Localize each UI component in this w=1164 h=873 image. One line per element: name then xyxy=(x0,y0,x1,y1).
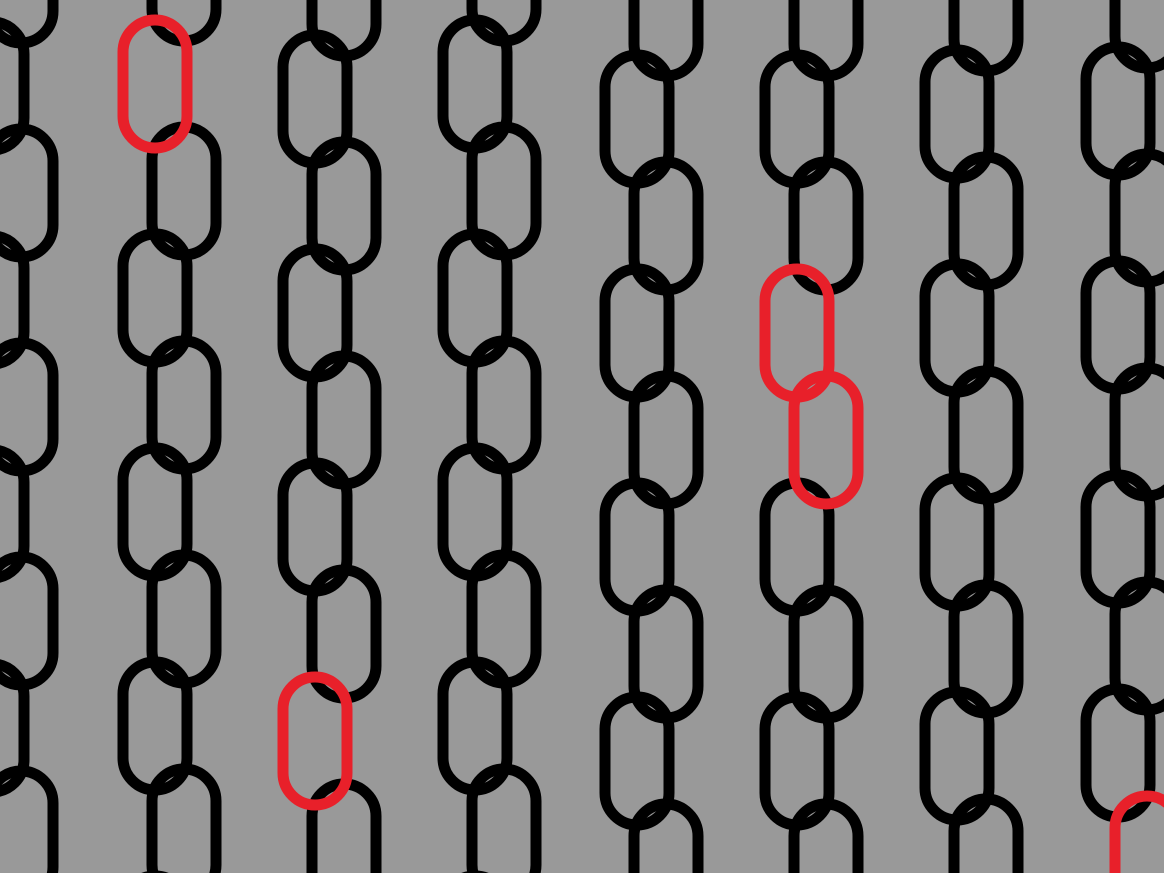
red-chain-link xyxy=(788,370,864,510)
chain-link xyxy=(0,659,30,797)
chain-link xyxy=(466,763,542,873)
chain-link xyxy=(0,231,30,369)
red-chain-link xyxy=(1109,790,1164,873)
chain-link xyxy=(0,765,59,873)
red-chain-link xyxy=(277,671,353,811)
chain-link xyxy=(628,798,704,873)
chain-link xyxy=(0,445,30,583)
chain-link xyxy=(788,798,864,873)
chain-link xyxy=(146,763,222,873)
chain-link xyxy=(948,793,1024,873)
chain-link xyxy=(0,17,30,155)
red-chain-link xyxy=(117,14,193,154)
